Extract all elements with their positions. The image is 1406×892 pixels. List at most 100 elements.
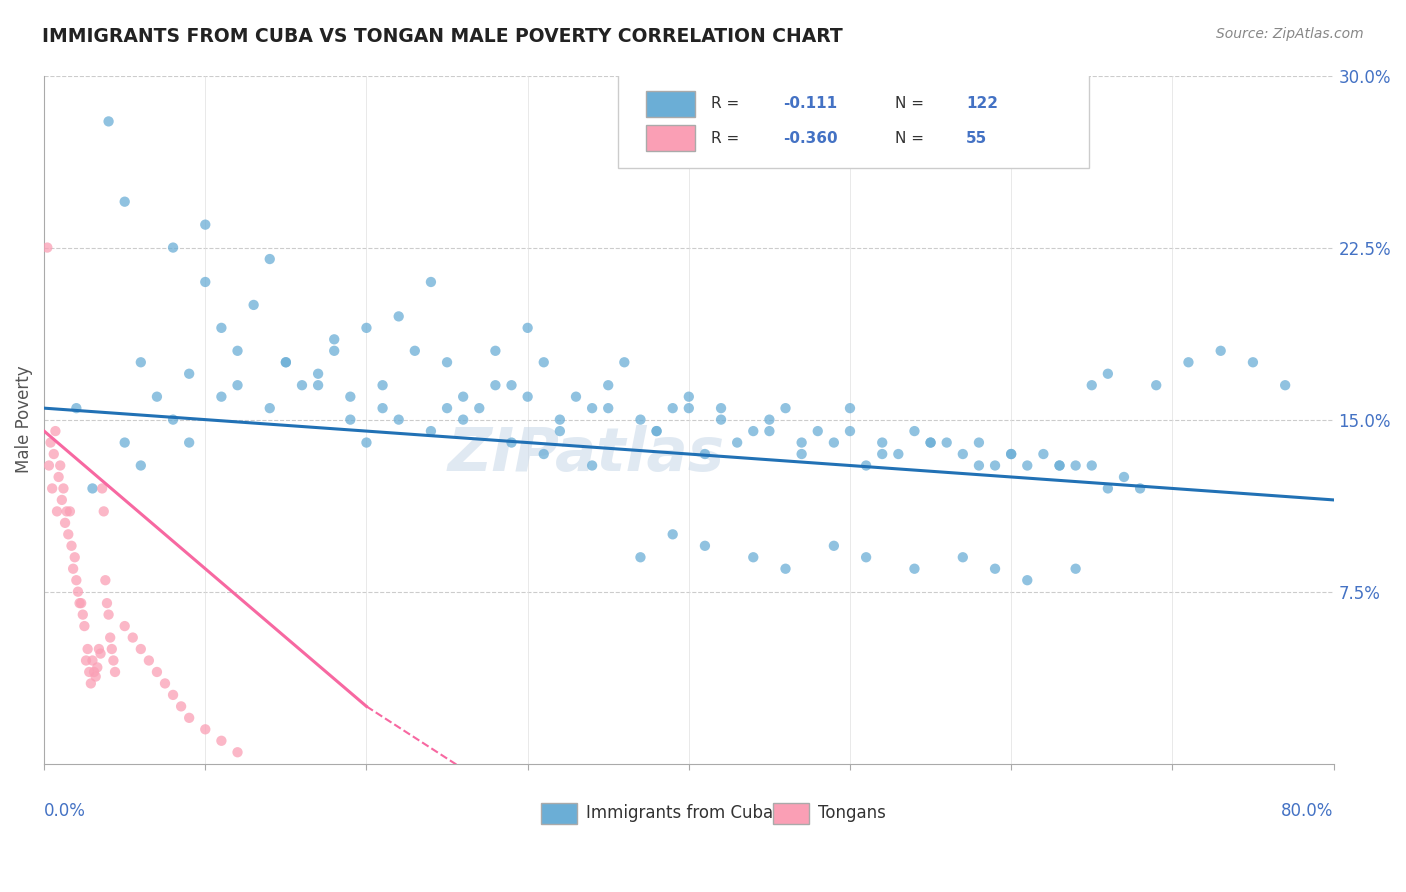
Point: [194, 218, 217, 232]
Text: Source: ZipAtlas.com: Source: ZipAtlas.com: [1216, 27, 1364, 41]
Text: ZIPatlas: ZIPatlas: [447, 425, 724, 483]
Point: [37, 241, 59, 255]
Point: [209, 321, 232, 335]
Point: [259, 401, 281, 416]
Point: [839, 401, 862, 416]
Point: [73, 619, 96, 633]
Point: [742, 550, 765, 565]
Point: [259, 252, 281, 266]
Point: [967, 458, 990, 473]
Point: [468, 401, 491, 416]
Point: [790, 447, 813, 461]
FancyBboxPatch shape: [647, 91, 695, 117]
Point: [775, 562, 797, 576]
FancyBboxPatch shape: [647, 125, 695, 152]
Text: -0.360: -0.360: [783, 130, 838, 145]
Point: [129, 355, 152, 369]
Point: [1000, 447, 1022, 461]
Point: [209, 390, 232, 404]
Point: [870, 435, 893, 450]
Point: [725, 435, 748, 450]
Point: [693, 539, 716, 553]
Point: [82, 482, 104, 496]
Point: [129, 642, 152, 657]
Point: [661, 401, 683, 416]
Point: [807, 424, 830, 438]
Point: [501, 378, 523, 392]
Point: [72, 607, 94, 622]
Point: [307, 367, 329, 381]
Point: [710, 401, 733, 416]
Point: [678, 401, 700, 416]
Point: [77, 665, 100, 679]
Point: [645, 424, 668, 438]
Point: [516, 390, 538, 404]
Point: [121, 631, 143, 645]
Point: [598, 401, 620, 416]
Point: [104, 665, 127, 679]
Point: [1241, 355, 1264, 369]
Point: [678, 390, 700, 404]
Point: [97, 607, 120, 622]
Point: [419, 275, 441, 289]
Point: [76, 642, 98, 657]
Point: [93, 504, 115, 518]
Point: [1209, 343, 1232, 358]
Point: [63, 550, 86, 565]
Point: [38, 458, 60, 473]
Point: [758, 412, 780, 426]
Point: [388, 412, 411, 426]
Text: 80.0%: 80.0%: [1281, 802, 1333, 820]
Point: [98, 631, 121, 645]
Point: [66, 584, 89, 599]
Point: [630, 412, 652, 426]
Point: [790, 435, 813, 450]
Point: [1017, 573, 1039, 587]
Point: [1064, 562, 1087, 576]
Text: 122: 122: [966, 96, 998, 112]
Point: [565, 390, 588, 404]
Point: [887, 447, 910, 461]
Point: [419, 424, 441, 438]
Point: [356, 435, 378, 450]
Point: [55, 504, 77, 518]
Point: [371, 401, 394, 416]
Text: 55: 55: [966, 130, 987, 145]
Point: [103, 653, 125, 667]
Point: [58, 527, 80, 541]
Point: [1049, 458, 1071, 473]
Point: [138, 653, 160, 667]
Point: [404, 343, 426, 358]
Point: [162, 412, 184, 426]
Point: [53, 516, 76, 530]
Point: [533, 355, 555, 369]
Point: [179, 711, 201, 725]
Point: [83, 665, 105, 679]
Point: [80, 676, 103, 690]
Point: [194, 723, 217, 737]
Point: [1144, 378, 1167, 392]
Text: N =: N =: [896, 130, 924, 145]
Point: [39, 435, 62, 450]
Point: [48, 470, 70, 484]
Point: [51, 492, 73, 507]
FancyBboxPatch shape: [540, 803, 576, 823]
Point: [451, 412, 474, 426]
Point: [903, 562, 925, 576]
Point: [69, 596, 91, 610]
Y-axis label: Male Poverty: Male Poverty: [15, 366, 32, 474]
Point: [146, 390, 169, 404]
Point: [89, 647, 111, 661]
Point: [1274, 378, 1296, 392]
Point: [97, 114, 120, 128]
Point: [114, 194, 136, 209]
Point: [52, 482, 75, 496]
Point: [114, 435, 136, 450]
Point: [146, 665, 169, 679]
Text: 0.0%: 0.0%: [44, 802, 86, 820]
Point: [839, 424, 862, 438]
Point: [1129, 482, 1152, 496]
Point: [710, 412, 733, 426]
Point: [984, 458, 1007, 473]
Point: [46, 504, 69, 518]
